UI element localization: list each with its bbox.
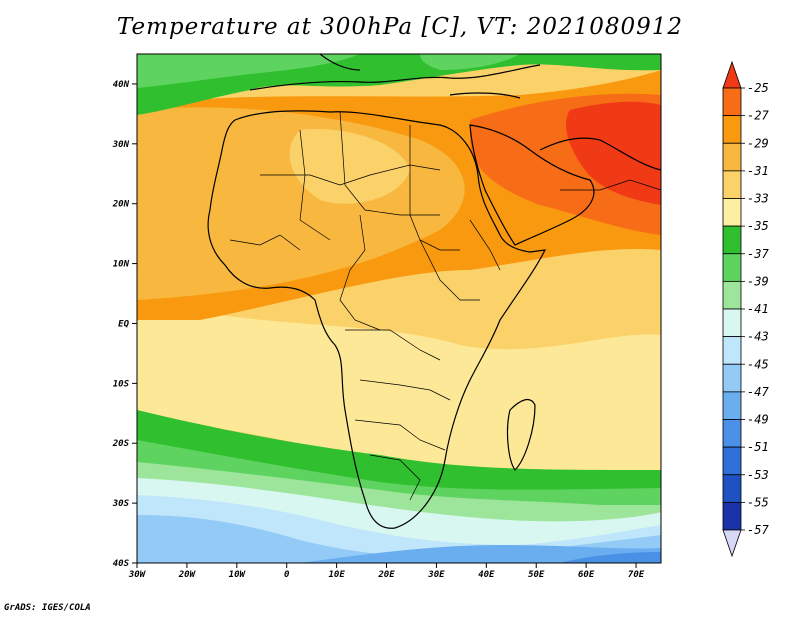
latitude-axis: 40N 30N 20N 10N EQ 10S 20S 30S 40S: [112, 80, 137, 569]
temperature-field: [137, 54, 661, 563]
lon-tick-label: 20W: [178, 570, 197, 580]
legend-color-box: [722, 419, 742, 448]
legend-level-label: -57: [747, 523, 769, 537]
lon-tick-label: 30E: [427, 570, 445, 580]
lon-tick-label: 10E: [328, 570, 345, 580]
legend-color-box: [722, 391, 742, 420]
legend-level-label: -53: [747, 468, 769, 482]
legend-level-label: -33: [747, 192, 769, 206]
legend-bottom-triangle: [722, 529, 742, 558]
lat-tick-label: 20N: [112, 200, 130, 210]
legend-color-box: [722, 308, 742, 338]
lat-tick-label: 10S: [113, 379, 130, 389]
lon-tick-label: 50E: [528, 570, 545, 580]
grads-credit: GrADS: IGES/COLA: [4, 603, 91, 613]
lon-tick-label: 40E: [478, 570, 495, 580]
legend-level-label: -25: [747, 81, 769, 95]
legend-level-label: -29: [747, 136, 769, 150]
lat-tick-label: 40S: [113, 559, 130, 569]
legend-level-label: -45: [747, 357, 769, 371]
legend-level-label: -39: [747, 274, 769, 288]
map-title: Temperature at 300hPa [C], VT: 202108091…: [116, 14, 684, 40]
longitude-axis: 30W 20W 10W 0 10E 20E 30E 40E 50E 60E 70E: [128, 563, 645, 580]
legend-level-label: -35: [747, 219, 769, 233]
lon-tick-label: 70E: [628, 570, 645, 580]
legend-color-box: [722, 225, 742, 255]
legend-color-box: [722, 336, 742, 365]
lon-tick-label: 60E: [578, 570, 595, 580]
lat-tick-label: EQ: [118, 319, 129, 329]
legend-color-box: [722, 115, 742, 144]
lon-tick-label: 0: [284, 570, 290, 580]
legend-level-label: -49: [747, 413, 769, 427]
legend-color-box: [722, 87, 742, 117]
legend-color-box: [722, 142, 742, 172]
legend-level-label: -31: [747, 164, 769, 178]
lat-tick-label: 30S: [112, 499, 130, 509]
legend-level-label: -47: [747, 385, 769, 399]
legend-top-triangle: [722, 60, 742, 89]
legend-color-box: [722, 474, 742, 503]
lat-tick-label: 10N: [113, 260, 130, 270]
legend-level-label: -43: [747, 330, 769, 344]
map-frame: [136, 53, 662, 564]
legend-level-label: -55: [747, 495, 769, 509]
legend-color-box: [722, 198, 742, 227]
legend-level-label: -51: [747, 440, 769, 454]
legend-color-box: [722, 501, 742, 531]
legend-color-box: [722, 170, 742, 199]
color-legend: -25 -27 -29 -31 -33 -35 -37 -39 -41 -43 -45 -47 -49 -…: [722, 60, 769, 558]
coastlines: [207, 54, 661, 529]
lon-tick-label: 10W: [229, 570, 247, 580]
legend-color-box: [722, 253, 742, 282]
lat-tick-label: 30N: [112, 140, 130, 150]
legend-color-box: [722, 280, 742, 310]
legend-level-label: -37: [747, 247, 769, 261]
lat-tick-label: 40N: [113, 80, 130, 90]
country-borders: [229, 111, 661, 501]
legend-level-label: -41: [747, 302, 769, 316]
lon-tick-label: 20E: [377, 570, 395, 580]
legend-level-label: -27: [747, 109, 769, 123]
legend-color-box: [722, 363, 742, 393]
legend-color-box: [722, 446, 742, 476]
lat-tick-label: 20S: [112, 439, 130, 449]
lon-tick-label: 30W: [128, 570, 147, 580]
